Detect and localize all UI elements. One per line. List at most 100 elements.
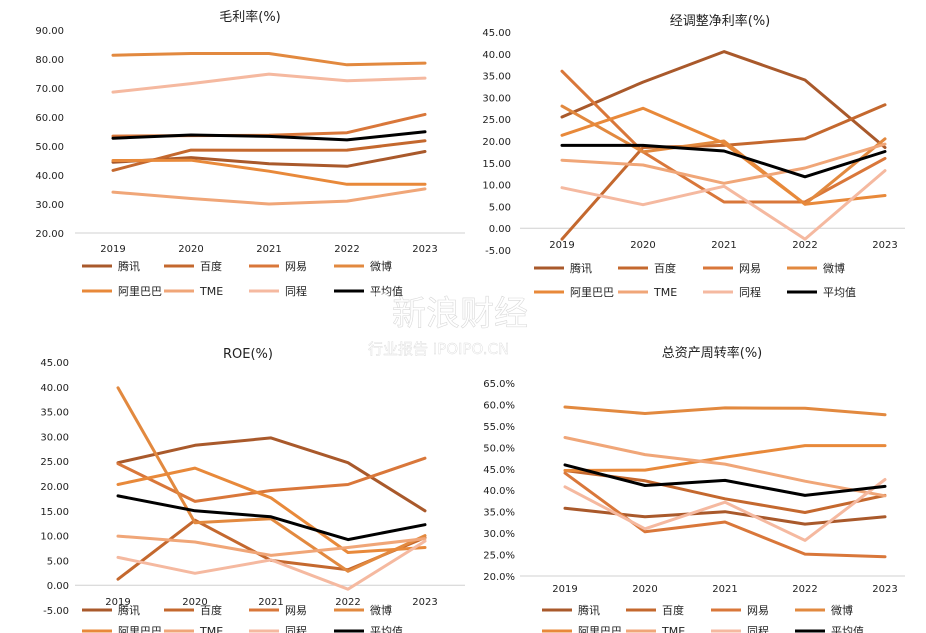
series-line — [111, 158, 427, 186]
series-line — [560, 69, 887, 204]
chart-title: 毛利率(%) — [219, 9, 281, 25]
legend-label: 腾讯 — [570, 261, 592, 275]
x-tick-label: 2020 — [178, 244, 203, 255]
y-tick-label: 80.00 — [35, 55, 64, 66]
x-tick-label: 2020 — [630, 240, 655, 251]
y-tick-label: 30.00 — [35, 200, 64, 211]
legend-label: 百度 — [662, 603, 684, 617]
series-line — [560, 143, 887, 179]
y-tick-label: 45.00 — [40, 358, 69, 369]
legend-label: 同程 — [285, 285, 307, 298]
chart-panel-3: ROE(%) -5.00 0.00 5.00 10.00 15.00 20.00 25.00 3… — [40, 347, 465, 633]
x-tick-label: 2021 — [256, 244, 281, 255]
chart-title: 经调整净利率(%) — [670, 13, 771, 29]
x-tick-label: 2022 — [792, 584, 817, 595]
x-tick-label: 2021 — [712, 584, 737, 595]
y-tick-label: 40.00 — [35, 171, 64, 182]
legend-label: TME — [653, 286, 677, 299]
x-tick-label: 2022 — [792, 240, 817, 251]
legend-label: 腾讯 — [578, 603, 600, 617]
legend-label: 网易 — [285, 604, 307, 617]
legend-label: TME — [199, 625, 223, 633]
legend-label: 阿里巴巴 — [118, 625, 162, 633]
legend-label: TME — [199, 285, 223, 298]
y-tick-label: 55.0% — [483, 422, 515, 433]
series-line — [563, 436, 887, 498]
chart-panel-2: 经调整净利率(%) -5.00 0.00 5.00 10.00 15.00 20.00 25.… — [482, 13, 905, 299]
series-line — [111, 72, 427, 94]
y-tick-label: 40.00 — [482, 50, 511, 61]
series-line — [560, 104, 887, 206]
y-tick-label: 20.00 — [40, 482, 69, 493]
y-tick-label: 35.00 — [40, 408, 69, 419]
watermark-main-text: 新浪财经 — [392, 294, 528, 334]
series-line — [560, 142, 887, 185]
legend-label: 网易 — [285, 260, 307, 273]
legend-label: 阿里巴巴 — [118, 285, 162, 298]
series-line — [111, 130, 427, 142]
x-tick-label: 2019 — [549, 240, 574, 251]
series-line — [116, 539, 427, 591]
y-tick-label: 50.00 — [35, 142, 64, 153]
chart-title: ROE(%) — [223, 347, 273, 362]
y-tick-label: 25.0% — [483, 551, 515, 562]
x-tick-label: 2020 — [632, 584, 657, 595]
y-tick-label: 20.00 — [35, 229, 64, 240]
y-tick-label: -5.00 — [485, 246, 511, 257]
y-tick-label: 25.00 — [40, 457, 69, 468]
series-line — [563, 478, 887, 542]
watermark-sub-text: 行业报告 IPOIPO.CN — [368, 340, 509, 358]
series-line — [116, 534, 427, 557]
legend-label: 腾讯 — [118, 259, 140, 273]
x-tick-label: 2021 — [258, 597, 283, 608]
y-tick-label: 40.00 — [40, 383, 69, 394]
legend-label: 网易 — [739, 262, 761, 275]
legend-label: 平均值 — [370, 625, 403, 633]
legend-label: 微博 — [831, 603, 853, 617]
legend-label: 微博 — [370, 603, 392, 617]
legend-label: 微博 — [370, 259, 392, 273]
legend-label: 微博 — [823, 261, 845, 275]
series-line — [560, 106, 887, 206]
series-line — [116, 386, 427, 573]
series-line — [563, 463, 887, 497]
legend-label: 阿里巴巴 — [578, 625, 622, 633]
y-tick-label: 0.00 — [47, 581, 69, 592]
legend-label: 平均值 — [831, 625, 864, 633]
watermark: 新浪财经 行业报告 IPOIPO.CN — [354, 292, 528, 358]
y-tick-label: 25.00 — [482, 115, 511, 126]
legend-label: 阿里巴巴 — [570, 286, 614, 299]
series-line — [563, 444, 887, 472]
series-line — [560, 103, 887, 241]
y-tick-label: 60.00 — [35, 113, 64, 124]
x-tick-label: 2022 — [335, 597, 360, 608]
y-tick-label: 30.0% — [483, 529, 515, 540]
x-tick-label: 2019 — [100, 244, 125, 255]
y-tick-label: 90.00 — [35, 26, 64, 37]
y-tick-label: 60.0% — [483, 400, 515, 411]
legend-label: 百度 — [654, 261, 676, 275]
y-tick-label: 35.0% — [483, 508, 515, 519]
x-tick-label: 2023 — [872, 584, 897, 595]
y-tick-label: 10.00 — [482, 181, 511, 192]
series-line — [563, 405, 887, 417]
chart-panel-1: 毛利率(%) 20.00 30.00 40.00 50.00 60.00 70.00 80.0… — [35, 9, 465, 298]
legend-label: 网易 — [747, 604, 769, 617]
y-tick-label: 20.0% — [483, 572, 515, 583]
y-tick-label: 0.00 — [489, 224, 511, 235]
y-tick-label: -5.00 — [43, 606, 69, 617]
series-line — [563, 471, 887, 559]
legend-label: 同程 — [747, 625, 769, 633]
x-tick-label: 2019 — [105, 597, 130, 608]
legend-label: 百度 — [200, 603, 222, 617]
watermark-logo-icon — [354, 292, 390, 330]
y-tick-label: 35.00 — [482, 72, 511, 83]
y-tick-label: 30.00 — [40, 432, 69, 443]
y-tick-label: 45.00 — [482, 28, 511, 39]
legend-label: 平均值 — [823, 286, 856, 299]
legend-label: 百度 — [200, 259, 222, 273]
y-tick-label: 15.00 — [482, 159, 511, 170]
y-tick-label: 5.00 — [47, 556, 69, 567]
legend-label: TME — [661, 625, 685, 633]
